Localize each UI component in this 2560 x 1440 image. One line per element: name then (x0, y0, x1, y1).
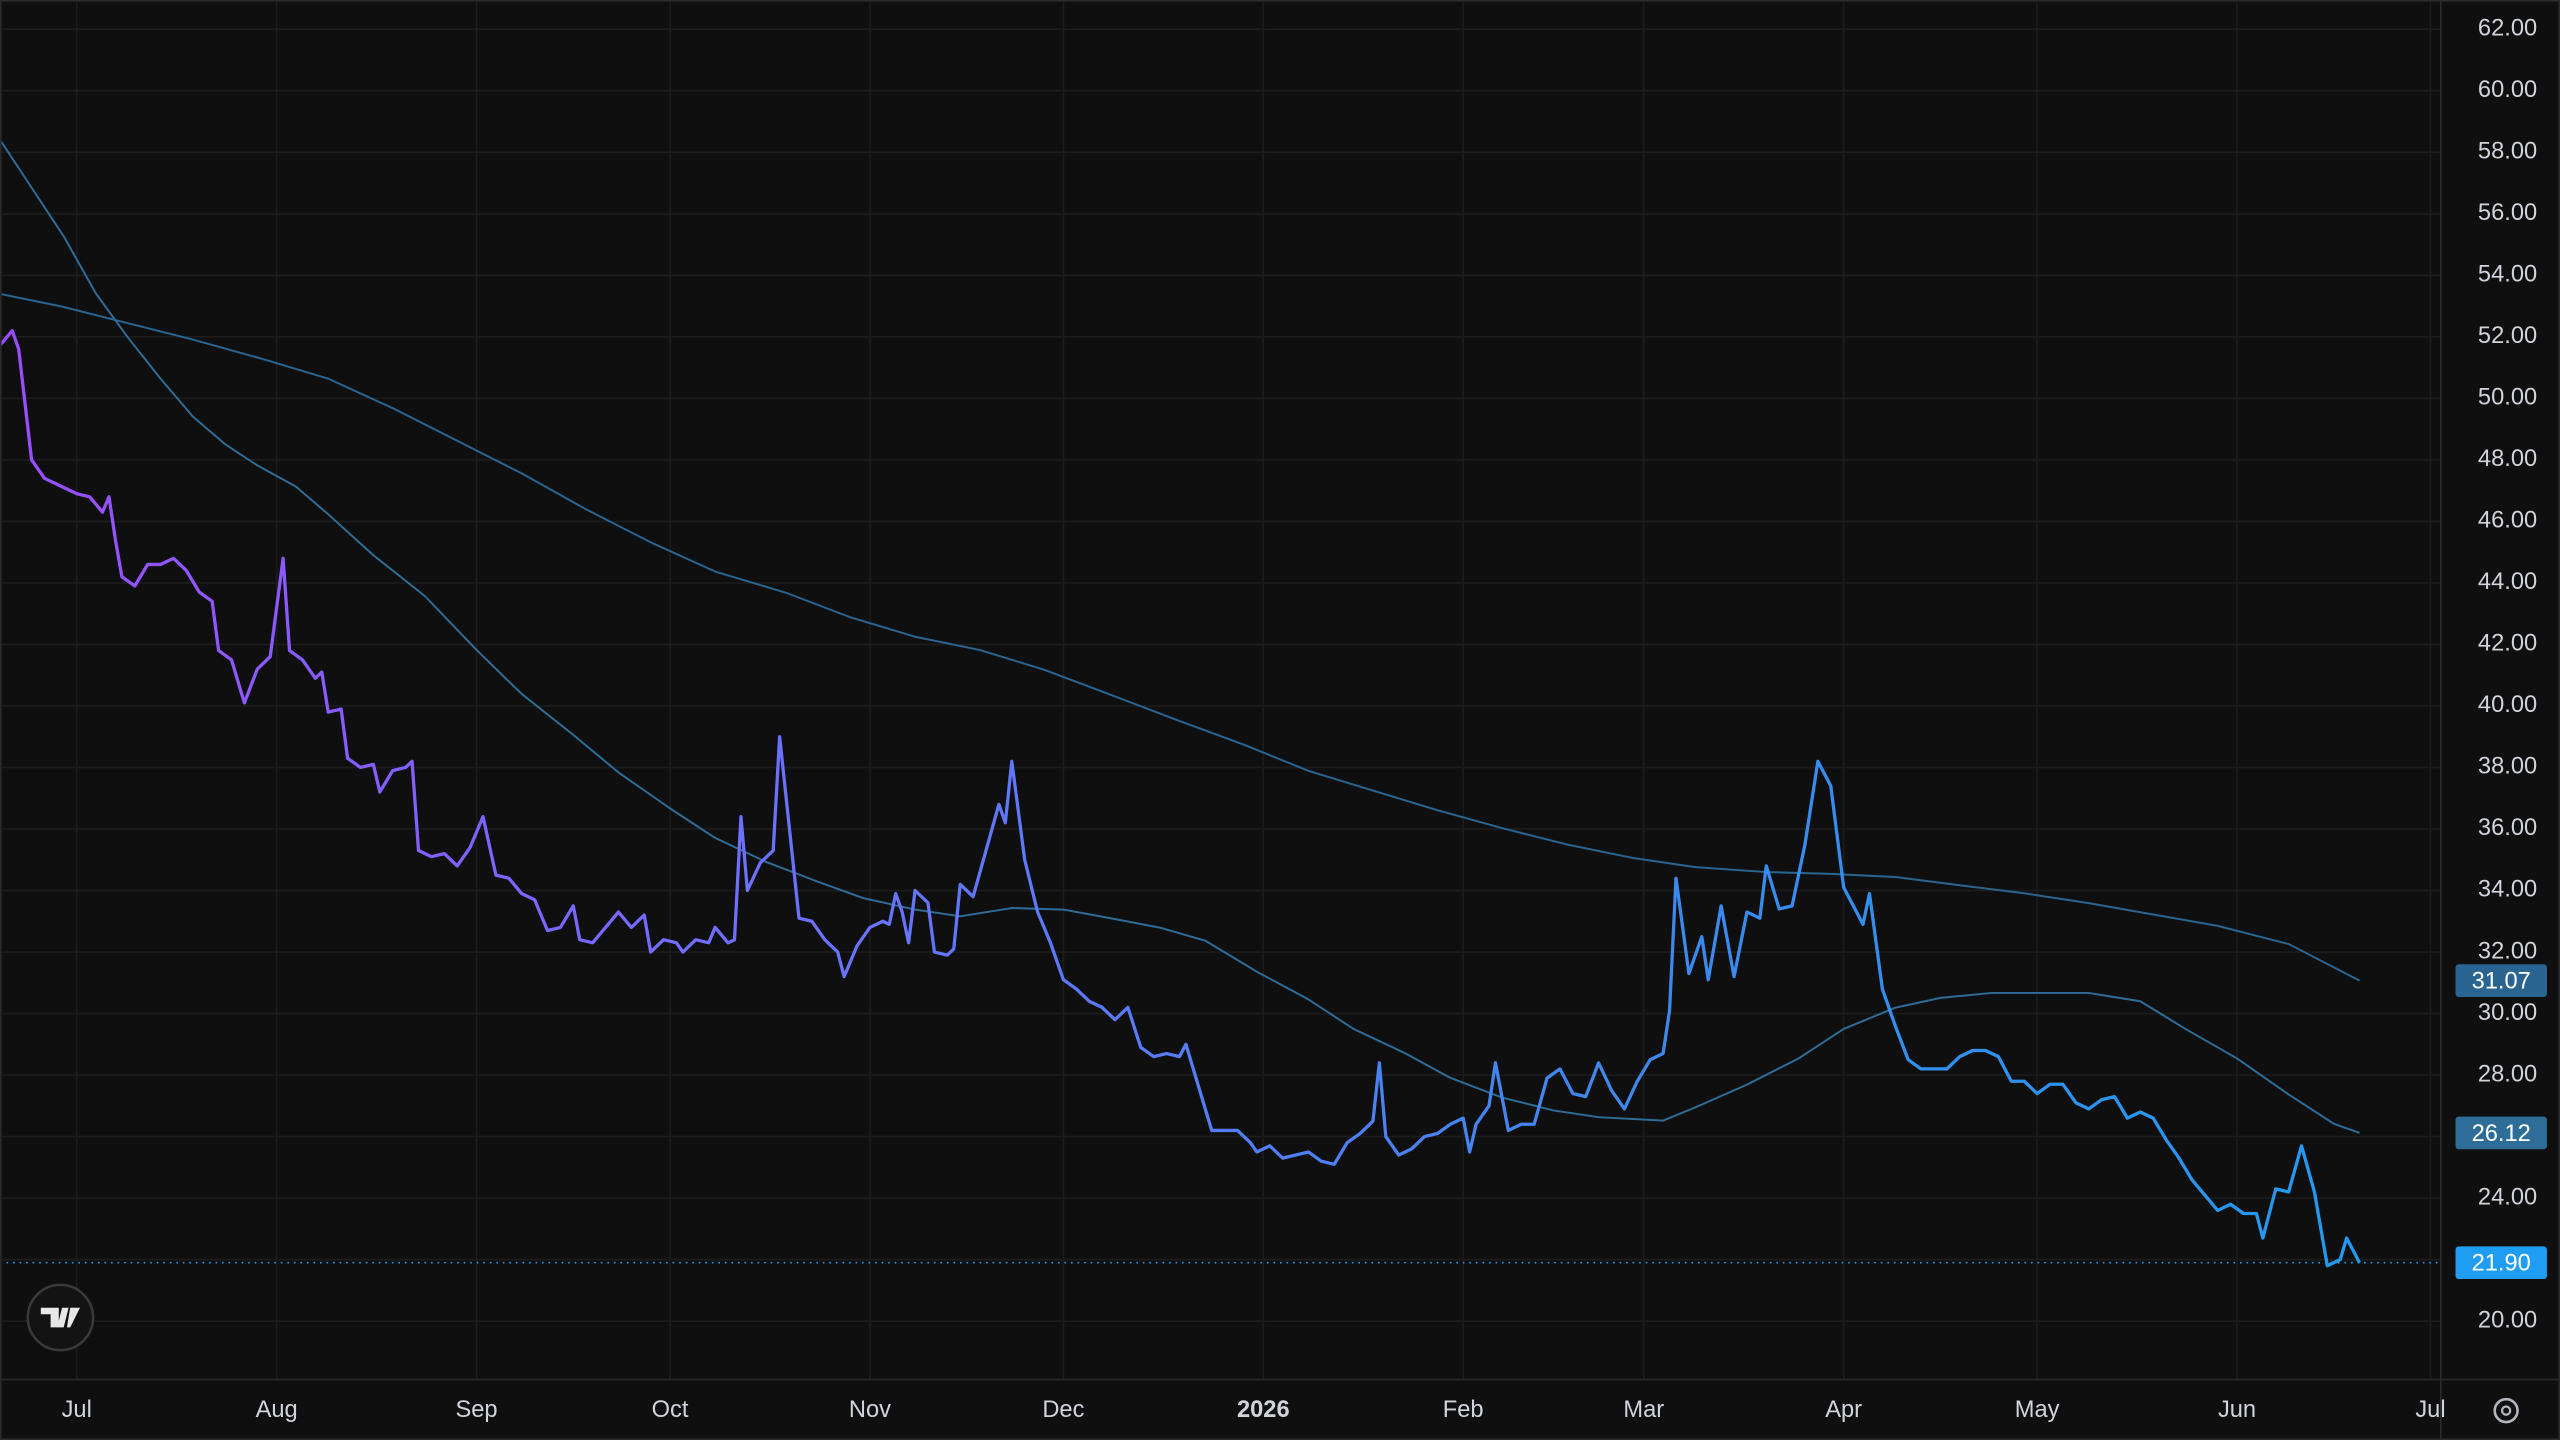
x-tick-label: Feb (1443, 1397, 1484, 1423)
logo[interactable] (26, 1283, 95, 1352)
y-tick-label: 30.00 (2478, 1000, 2537, 1026)
last-value-label: 21.90 (2472, 1251, 2531, 1277)
x-tick-label: Jun (2218, 1397, 2256, 1423)
y-tick-label: 62.00 (2478, 15, 2537, 41)
gear-inner (2500, 1405, 2512, 1416)
x-tick-label: Jul (62, 1397, 92, 1423)
y-tick-label: 48.00 (2478, 446, 2537, 472)
y-tick-label: 56.00 (2478, 200, 2537, 226)
y-tick-label: 36.00 (2478, 815, 2537, 841)
x-tick-label: 2026 (1237, 1397, 1290, 1423)
y-tick-label: 42.00 (2478, 631, 2537, 657)
y-tick-label: 58.00 (2478, 139, 2537, 165)
y-tick-label: 20.00 (2478, 1307, 2537, 1333)
last-value-label: 26.12 (2472, 1121, 2531, 1147)
x-tick-label: Jul (2415, 1397, 2445, 1423)
axes: 20.0022.0024.0026.0028.0030.0032.0034.00… (62, 15, 2547, 1423)
gear-outer[interactable] (2493, 1397, 2519, 1424)
moving-average-line (0, 138, 2360, 1134)
y-tick-label: 54.00 (2478, 262, 2537, 288)
logo-mark (40, 1307, 80, 1328)
x-tick-label: Nov (849, 1397, 891, 1423)
x-tick-label: Mar (1623, 1397, 1664, 1423)
y-tick-label: 24.00 (2478, 1184, 2537, 1210)
settings-button[interactable] (2493, 1397, 2519, 1424)
last-value-tag (2455, 964, 2547, 997)
plot (0, 138, 2441, 1268)
y-tick-label: 52.00 (2478, 323, 2537, 349)
y-tick-label: 28.00 (2478, 1061, 2537, 1087)
x-tick-label: May (2015, 1397, 2060, 1423)
y-tick-label: 40.00 (2478, 692, 2537, 718)
x-tick-label: Apr (1825, 1397, 1862, 1423)
grid (0, 0, 2441, 1380)
x-tick-label: Aug (256, 1397, 298, 1423)
x-tick-label: Oct (652, 1397, 689, 1423)
moving-average-line (0, 292, 2361, 982)
x-tick-label: Dec (1042, 1397, 1084, 1423)
y-tick-label: 32.00 (2478, 938, 2537, 964)
x-tick-label: Sep (456, 1397, 498, 1423)
y-tick-label: 34.00 (2478, 877, 2537, 903)
last-value-tag (2455, 1246, 2547, 1280)
last-value-tag (2455, 1116, 2547, 1150)
y-tick-label: 60.00 (2478, 77, 2537, 103)
price-line (0, 329, 2362, 1268)
y-tick-label: 50.00 (2478, 385, 2537, 411)
y-tick-label: 46.00 (2478, 508, 2537, 534)
last-value-label: 31.07 (2472, 969, 2531, 995)
y-tick-label: 44.00 (2478, 569, 2537, 595)
y-tick-label: 38.00 (2478, 754, 2537, 780)
